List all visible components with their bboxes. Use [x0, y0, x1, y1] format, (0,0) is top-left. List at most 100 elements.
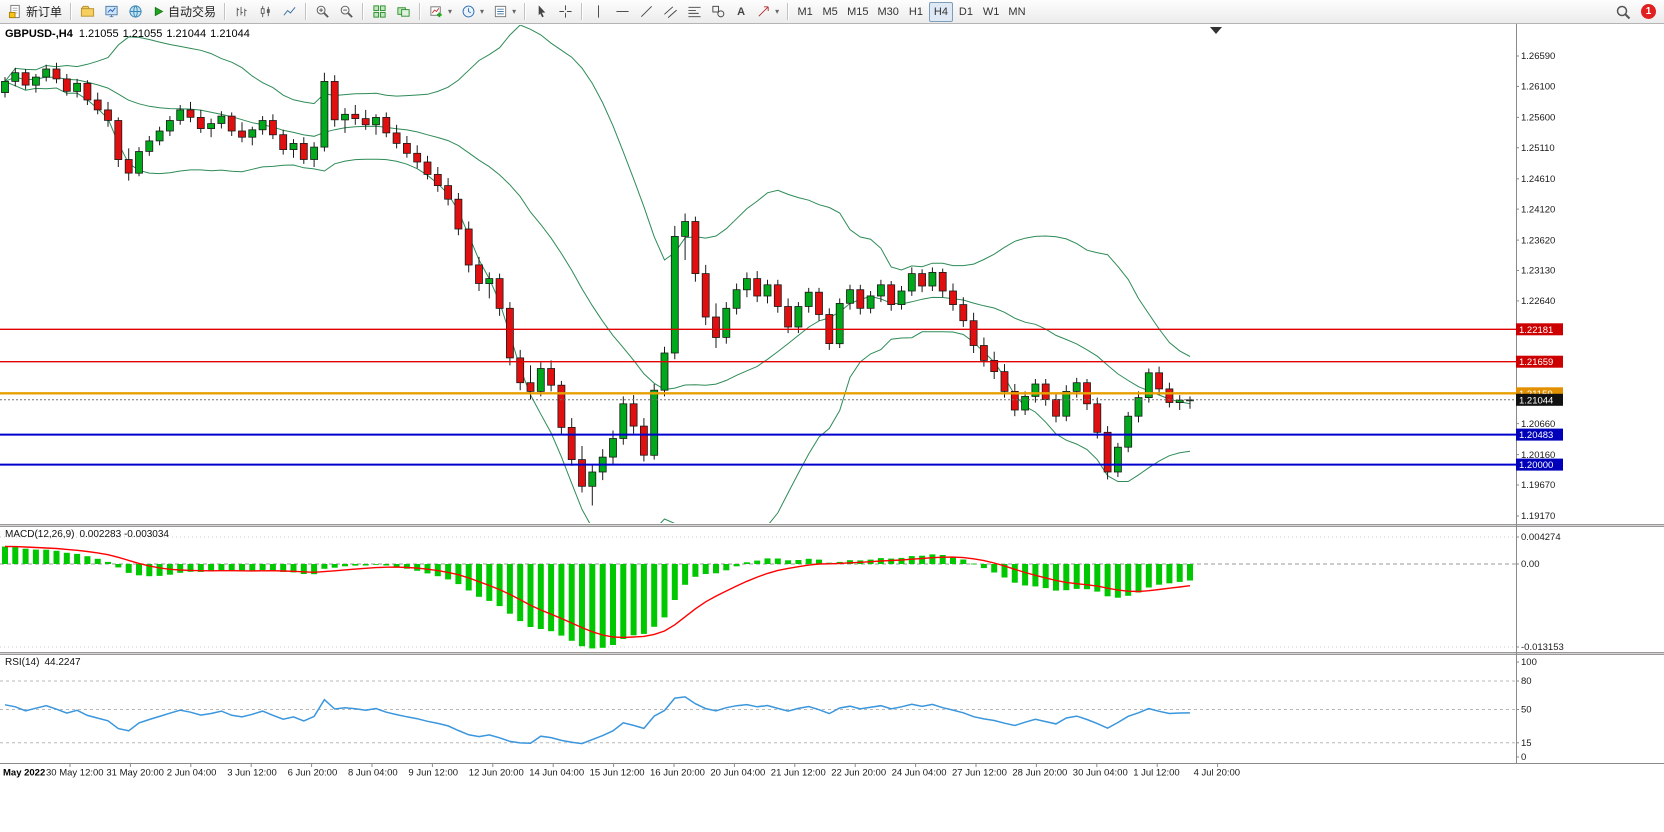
svg-text:1.23130: 1.23130 [1521, 266, 1555, 277]
trendline-tool-button[interactable] [635, 2, 658, 22]
market-watch-icon [105, 5, 118, 18]
arrows-tool-button[interactable]: ▾ [752, 2, 783, 22]
crosshair-icon [559, 5, 572, 18]
cursor-tool-button[interactable] [530, 2, 553, 22]
toolbar-separator [787, 3, 790, 20]
candlestick-icon [260, 5, 270, 18]
period-selector-button[interactable]: ▾ [457, 2, 488, 22]
new-order-label: 新订单 [26, 5, 63, 19]
search-button[interactable] [1611, 2, 1635, 22]
zoom-out-button[interactable] [335, 2, 358, 22]
toolbar-separator [224, 3, 227, 20]
tile-windows-button[interactable] [368, 2, 391, 22]
svg-text:0: 0 [1521, 752, 1526, 763]
notification-count: 1 [1645, 6, 1652, 17]
profiles-folder-icon [80, 5, 95, 17]
vertical-line-tool-button[interactable] [587, 2, 610, 22]
svg-text:1.22640: 1.22640 [1521, 296, 1555, 307]
toolbar-separator [581, 3, 584, 20]
price-tag-1.21659: 1.21659 [1516, 355, 1563, 368]
timeframe-mn-button[interactable]: MN [1004, 2, 1029, 22]
svg-text:1.24120: 1.24120 [1521, 204, 1555, 215]
toolbar-separator [362, 3, 365, 20]
new-chart-icon [430, 6, 442, 18]
svg-text:1.25110: 1.25110 [1521, 143, 1555, 154]
fibonacci-tool-button[interactable] [683, 2, 706, 22]
fibonacci-icon [688, 6, 701, 18]
svg-text:1.19670: 1.19670 [1521, 480, 1555, 491]
auto-trading-button[interactable]: 自动交易 [148, 2, 220, 22]
rsi-value: 44.2247 [44, 657, 81, 668]
arrow-icon [758, 6, 769, 17]
toolbar: 新订单 自动交易 [0, 0, 1664, 24]
zoom-in-icon [316, 5, 329, 18]
dropdown-caret-icon: ▾ [448, 7, 453, 16]
svg-text:0.00: 0.00 [1521, 559, 1540, 570]
template-icon [494, 5, 507, 18]
line-chart-icon [283, 6, 296, 16]
profiles-button[interactable] [76, 2, 99, 22]
zoom-in-button[interactable] [311, 2, 334, 22]
svg-text:1.22181: 1.22181 [1519, 325, 1553, 336]
svg-text:50: 50 [1521, 705, 1532, 716]
vertical-line-icon [598, 5, 600, 18]
timeframe-m15-button[interactable]: M15 [843, 2, 872, 22]
timeframe-m1-button[interactable]: M1 [793, 2, 817, 22]
macd-histogram [2, 545, 1193, 649]
toolbar-separator [70, 3, 73, 20]
chart-shift-marker[interactable] [1210, 27, 1222, 34]
timeframe-h1-button[interactable]: H1 [904, 2, 928, 22]
timeframe-d1-button[interactable]: D1 [954, 2, 978, 22]
bar-chart-button[interactable] [230, 2, 253, 22]
horizontal-line-icon [616, 11, 629, 12]
candlestick-chart-button[interactable] [254, 2, 277, 22]
horizontal-line-tool-button[interactable] [611, 2, 634, 22]
svg-text:1 Jul 12:00: 1 Jul 12:00 [1133, 768, 1179, 779]
new-chart-button[interactable]: ▾ [425, 2, 456, 22]
toolbar-right: 1 [1611, 2, 1660, 22]
svg-text:24 Jun 04:00: 24 Jun 04:00 [892, 768, 947, 779]
chart-ohlc-header: GBPUSD-,H4 1.21055 1.21055 1.21044 1.21044 [5, 28, 254, 40]
svg-text:80: 80 [1521, 676, 1532, 687]
timeframe-h4-button[interactable]: H4 [928, 1, 953, 22]
svg-text:4 Jul 20:00: 4 Jul 20:00 [1194, 768, 1240, 779]
svg-text:30 Jun 04:00: 30 Jun 04:00 [1073, 768, 1128, 779]
new-order-button[interactable]: 新订单 [4, 2, 66, 22]
ohlc-close: 1.21044 [210, 28, 250, 40]
x-axis-month-label: May 2022 [3, 768, 45, 779]
crosshair-tool-button[interactable] [554, 2, 577, 22]
bar-chart-icon [236, 6, 247, 17]
svg-text:16 Jun 20:00: 16 Jun 20:00 [650, 768, 705, 779]
rsi-indicator-label: RSI(14) 44.2247 [5, 657, 86, 668]
timeframe-m30-button[interactable]: M30 [874, 2, 903, 22]
channel-tool-button[interactable] [659, 2, 682, 22]
svg-text:3 Jun 12:00: 3 Jun 12:00 [227, 768, 277, 779]
svg-text:1.26590: 1.26590 [1521, 51, 1555, 62]
price-tag-1.22181: 1.22181 [1516, 323, 1563, 336]
notification-badge[interactable]: 1 [1641, 4, 1656, 19]
svg-text:1.20483: 1.20483 [1519, 430, 1553, 441]
svg-text:1.26100: 1.26100 [1521, 82, 1555, 93]
chart-symbol-period: GBPUSD-,H4 [5, 28, 73, 40]
cascade-windows-icon [397, 7, 410, 17]
timeframe-m5-button[interactable]: M5 [818, 2, 842, 22]
svg-text:30 May 12:00: 30 May 12:00 [46, 768, 104, 779]
timeframe-w1-button[interactable]: W1 [979, 2, 1004, 22]
svg-text:22 Jun 20:00: 22 Jun 20:00 [831, 768, 886, 779]
svg-text:1.23620: 1.23620 [1521, 235, 1555, 246]
price-tag-1.21044: 1.21044 [1516, 393, 1563, 406]
templates-button[interactable]: ▾ [489, 2, 520, 22]
cascade-windows-button[interactable] [392, 2, 415, 22]
clock-icon [462, 5, 475, 18]
tile-windows-icon [373, 5, 386, 18]
line-chart-button[interactable] [278, 2, 301, 22]
market-watch-button[interactable] [100, 2, 123, 22]
shapes-tool-button[interactable] [707, 2, 730, 22]
toolbar-separator [305, 3, 308, 20]
svg-text:8 Jun 04:00: 8 Jun 04:00 [348, 768, 398, 779]
svg-text:15 Jun 12:00: 15 Jun 12:00 [590, 768, 645, 779]
text-tool-button[interactable]: A [731, 2, 751, 22]
community-button[interactable] [124, 2, 147, 22]
